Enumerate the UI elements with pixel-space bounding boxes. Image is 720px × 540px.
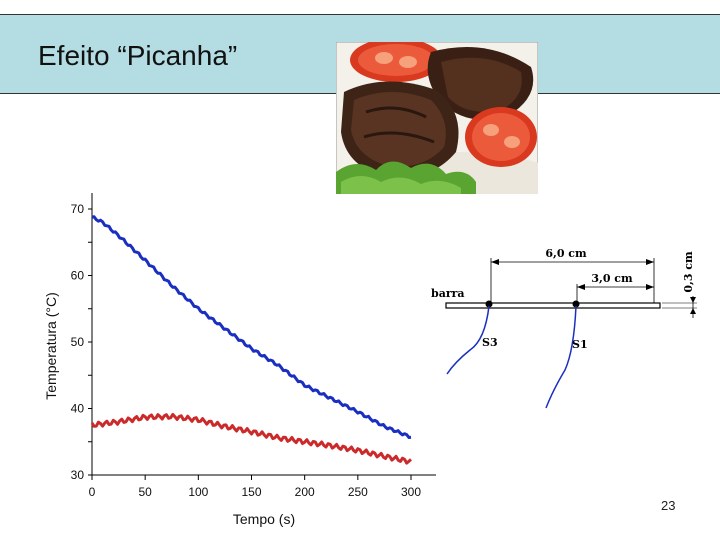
sensor-s1-wire [545, 305, 577, 409]
dim-thickness-label: 0,3 cm [682, 251, 695, 293]
y-tick-label: 70 [71, 202, 85, 216]
x-tick-label: 150 [241, 485, 261, 499]
chart-series [90, 215, 412, 465]
bar-rod [445, 302, 661, 309]
y-tick-label: 40 [71, 402, 85, 416]
slide-title: Efeito “Picanha” [38, 40, 238, 71]
sensor-s1-point [572, 300, 580, 308]
y-tick-label: 50 [71, 335, 85, 349]
bar-label: barra [431, 287, 465, 300]
y-axis-label: Temperatura (°C) [43, 292, 59, 400]
steak-photo [336, 42, 538, 194]
x-tick-label: 50 [138, 485, 152, 499]
dim-half-label: 3,0 cm [591, 272, 633, 285]
x-tick-label: 300 [401, 485, 421, 499]
chart-axes: 0 50 100 150 200 250 300 30 40 50 60 70 [71, 193, 436, 499]
dim-total-label: 6,0 cm [545, 247, 587, 260]
sensor-s3-point [485, 300, 493, 308]
y-tick-label: 30 [71, 468, 85, 482]
x-tick-label: 0 [89, 485, 96, 499]
x-tick-label: 250 [348, 485, 368, 499]
y-tick-label: 60 [71, 269, 85, 283]
x-tick-label: 100 [188, 485, 208, 499]
x-tick-label: 200 [295, 485, 315, 499]
x-axis-label: Tempo (s) [233, 511, 295, 527]
sensor-s3-label: S3 [482, 336, 498, 349]
sensor-s1-label: S1 [572, 338, 588, 351]
series-line-1 [91, 215, 412, 439]
sensor-s3-wire [446, 305, 490, 375]
series-line-2 [90, 412, 412, 465]
page-number: 23 [661, 498, 676, 513]
